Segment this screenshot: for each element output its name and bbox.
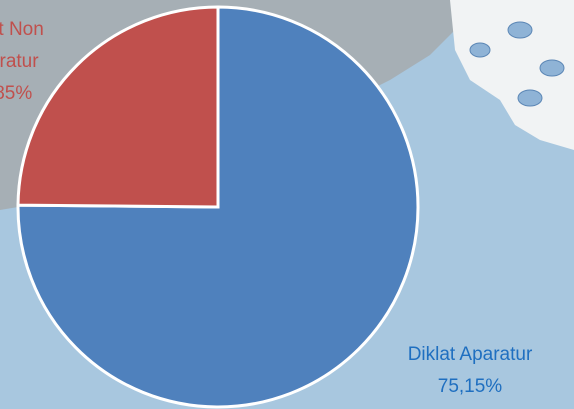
map-mark bbox=[539, 59, 565, 77]
map-mark bbox=[517, 89, 543, 107]
map-mark bbox=[469, 42, 491, 58]
pie-slice bbox=[16, 5, 220, 209]
slice-label-value: 24,85% bbox=[0, 83, 32, 104]
island-background bbox=[450, 0, 574, 150]
slice-label-name: Diklat Aparatur bbox=[408, 344, 533, 365]
slice-label-name: Diklat Non Aparatur bbox=[0, 19, 44, 72]
map-mark bbox=[507, 21, 533, 39]
slice-label-value: 75,15% bbox=[438, 376, 503, 397]
